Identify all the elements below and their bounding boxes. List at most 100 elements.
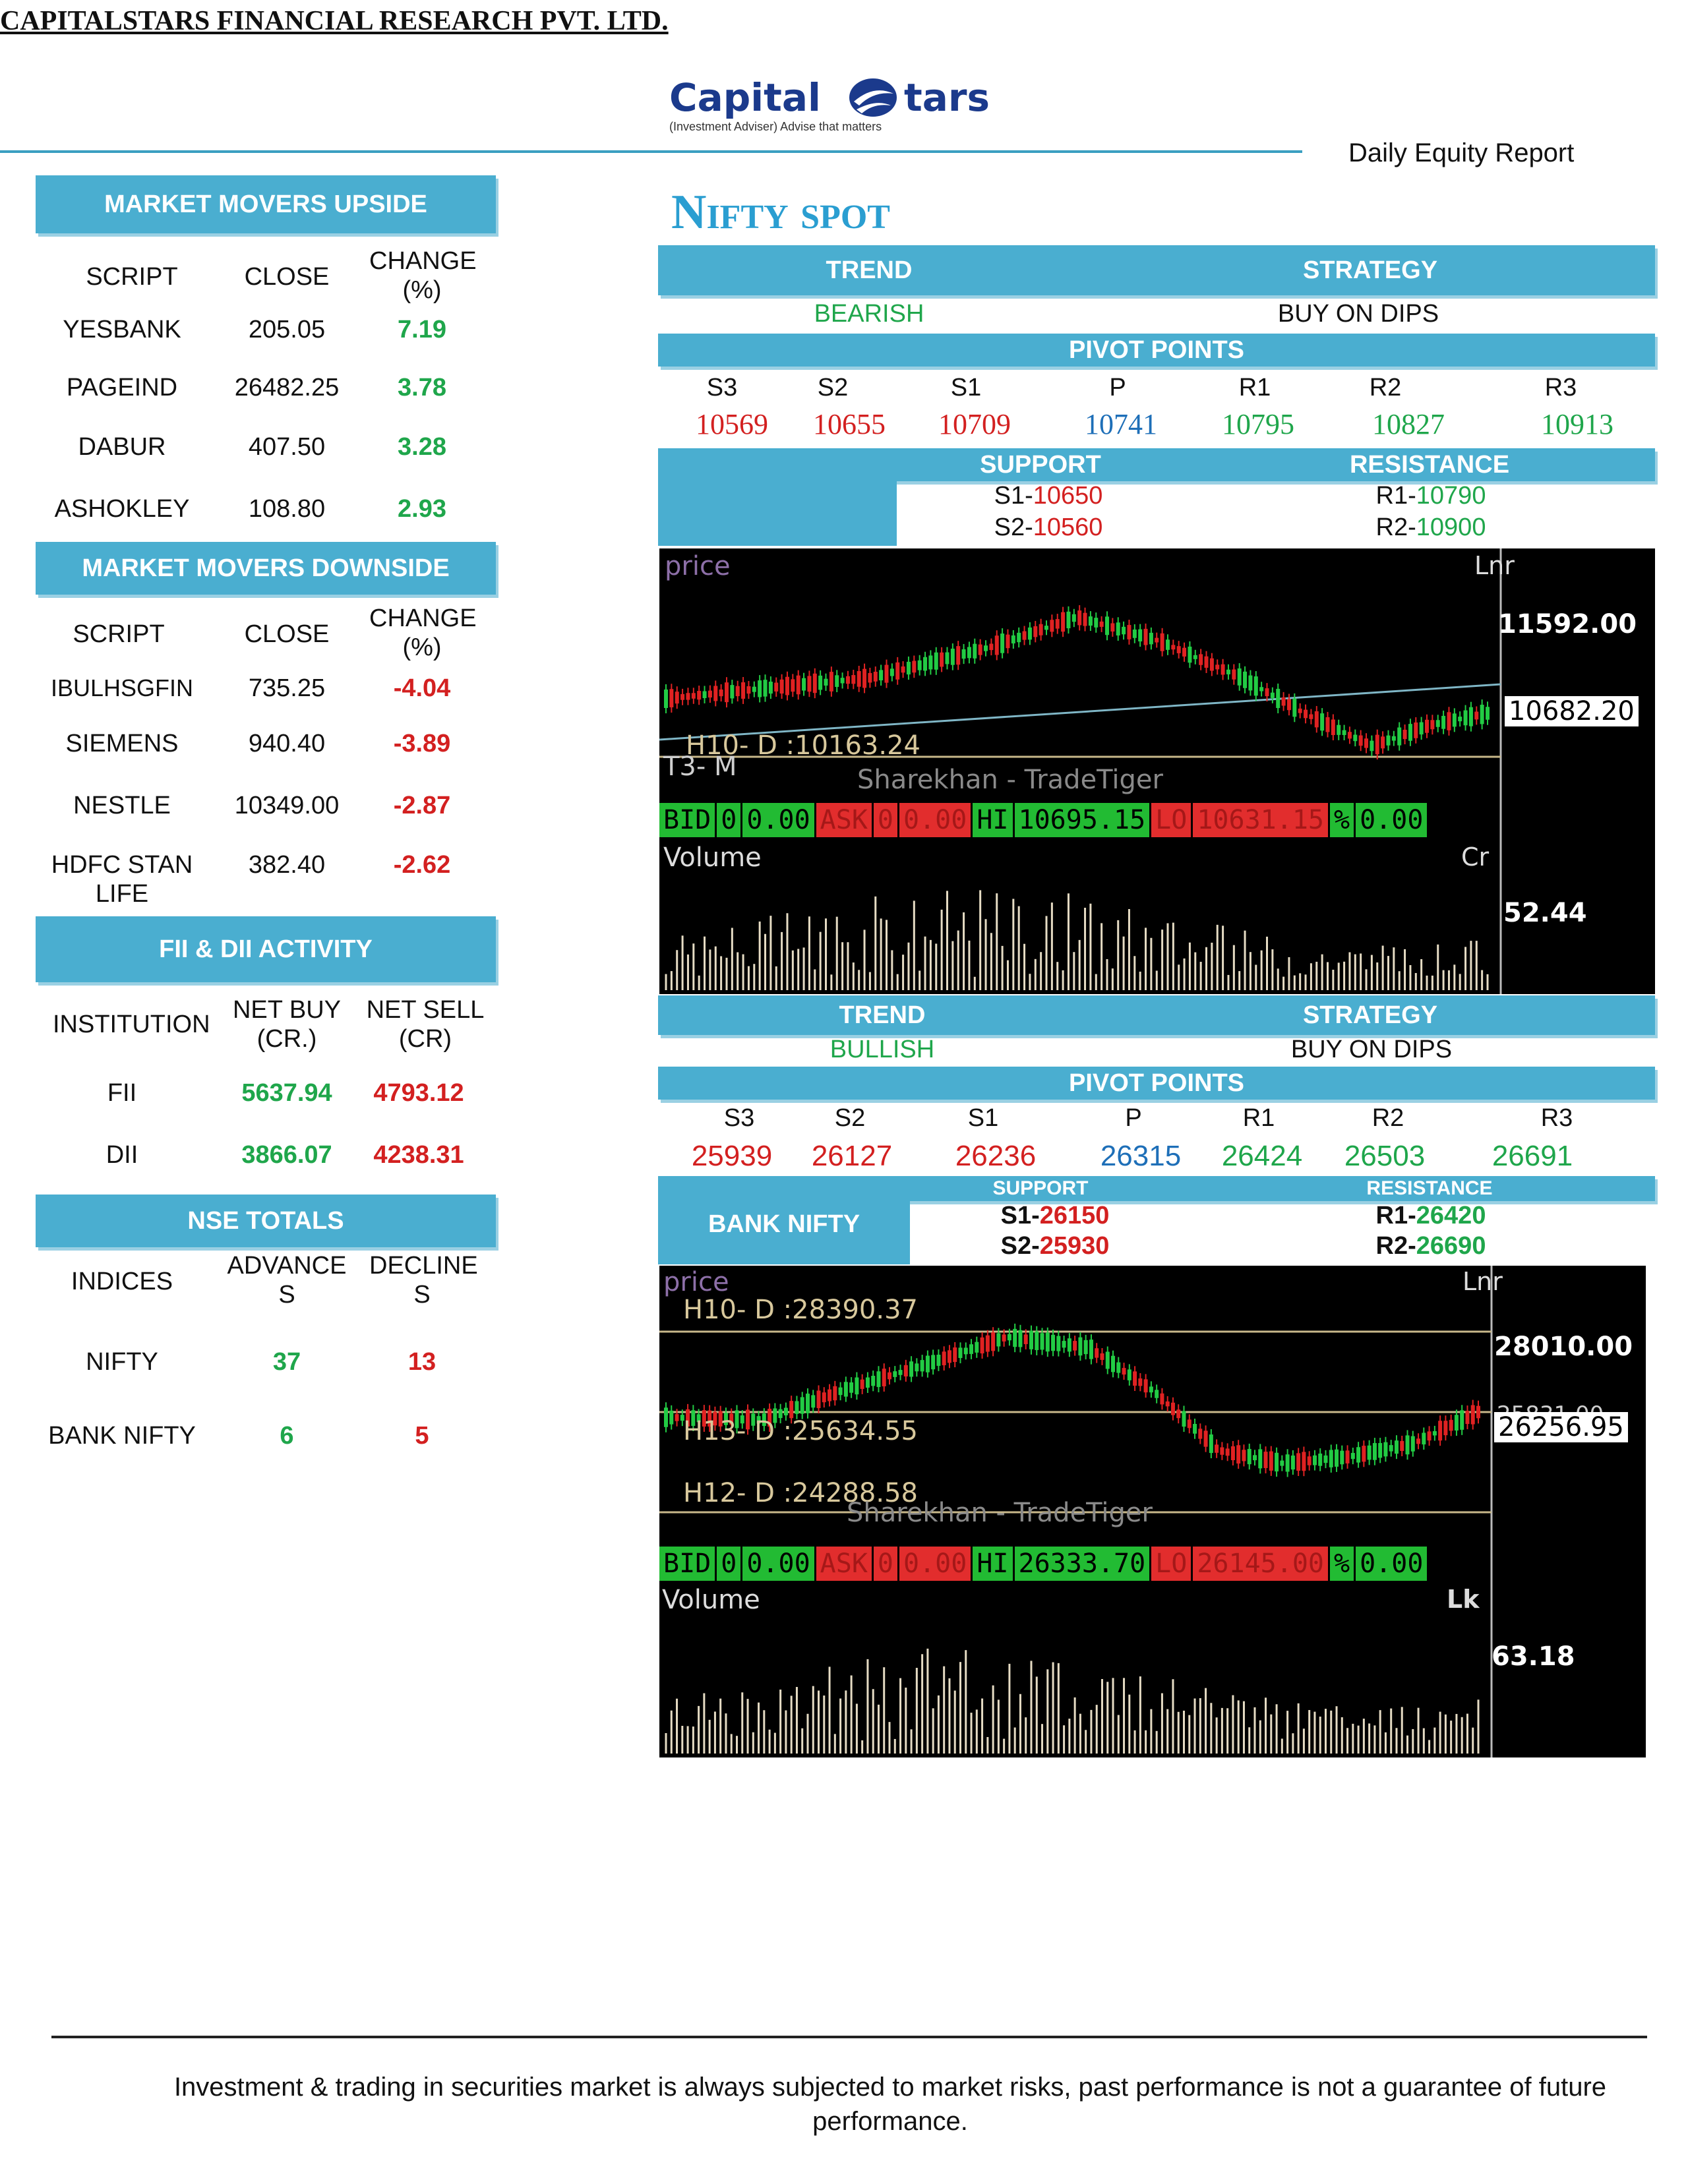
candle-body bbox=[1460, 1410, 1464, 1430]
candle-body bbox=[909, 1361, 914, 1377]
candle-body bbox=[1463, 710, 1468, 726]
candle-body bbox=[889, 668, 894, 676]
bank-strategy-value: BUY ON DIPS bbox=[1290, 1036, 1453, 1063]
candle-body bbox=[1480, 705, 1484, 724]
bank-pivot-value: 26236 bbox=[955, 1140, 1037, 1172]
candle-body bbox=[1248, 675, 1253, 691]
candle-body bbox=[1221, 664, 1225, 675]
downside-header-script: SCRIPT bbox=[73, 620, 165, 648]
nifty-t3-label: T3- M bbox=[663, 752, 737, 782]
candle-body bbox=[928, 655, 933, 670]
downside-script: HDFC STAN LIFE bbox=[51, 851, 193, 908]
candle-body bbox=[1188, 646, 1192, 663]
nse-header-advances: ADVANCE S bbox=[227, 1252, 347, 1309]
footer-rule bbox=[51, 2036, 1647, 2038]
bank-h10-label: H10- D :28390.37 bbox=[683, 1295, 918, 1325]
candle-body bbox=[696, 1414, 701, 1423]
candle-body bbox=[791, 679, 795, 692]
candle-body bbox=[822, 1392, 826, 1403]
candle-body bbox=[1187, 1419, 1191, 1429]
candle-body bbox=[1237, 668, 1242, 686]
candle-body bbox=[1389, 1445, 1393, 1452]
bank-s2: S2-25930 bbox=[1000, 1232, 1110, 1260]
candle-body bbox=[1247, 1448, 1251, 1465]
nifty-pivot-header: S2 bbox=[817, 374, 849, 401]
candle-body bbox=[1116, 1362, 1121, 1373]
candle-body bbox=[708, 1410, 712, 1427]
nifty-r2: R2-10900 bbox=[1375, 514, 1486, 541]
candle-body bbox=[758, 680, 762, 697]
bank-pivot-header: S2 bbox=[834, 1104, 866, 1132]
candle-body bbox=[1378, 1443, 1383, 1458]
candle-body bbox=[1375, 734, 1379, 755]
nifty-s1: S1-10650 bbox=[994, 482, 1103, 510]
nse-index: NIFTY bbox=[86, 1348, 158, 1376]
candle-body bbox=[855, 1377, 859, 1395]
dii-net-sell: 4238.31 bbox=[373, 1141, 464, 1169]
nifty-quote-bar: BID 0 0.00 ASK 0 0.00 HI 10695.15 LO 10631.15 … bbox=[659, 803, 1430, 837]
downside-title: MARKET MOVERS DOWNSIDE bbox=[36, 542, 496, 595]
bank-volume-label: Volume bbox=[662, 1585, 760, 1615]
candle-body bbox=[1067, 1338, 1071, 1352]
nse-advances: 6 bbox=[280, 1422, 294, 1450]
downside-close: 940.40 bbox=[248, 730, 326, 757]
candle-body bbox=[686, 1409, 690, 1427]
candle-body bbox=[1062, 1341, 1066, 1348]
candle-body bbox=[994, 635, 999, 655]
bank-pivot-value: 26503 bbox=[1344, 1140, 1426, 1172]
downside-close: 735.25 bbox=[248, 674, 326, 702]
candle-body bbox=[1236, 1445, 1241, 1464]
candle-body bbox=[713, 1411, 717, 1426]
candle-body bbox=[1474, 711, 1479, 720]
candle-body bbox=[1383, 1442, 1388, 1457]
fii-dii-title: FII & DII ACTIVITY bbox=[36, 916, 496, 982]
candle-body bbox=[686, 693, 690, 700]
candle-body bbox=[1370, 740, 1374, 752]
upside-script: PAGEIND bbox=[66, 374, 178, 401]
candle-body bbox=[1270, 692, 1275, 698]
candle-body bbox=[1000, 634, 1005, 653]
nifty-pivot-header: P bbox=[1109, 374, 1126, 401]
candle-body bbox=[1083, 1340, 1088, 1355]
nifty-pivot-header: R2 bbox=[1369, 374, 1402, 401]
nifty-pivot-header: R1 bbox=[1238, 374, 1271, 401]
nifty-strategy-value: BUY ON DIPS bbox=[1277, 300, 1439, 328]
candle-body bbox=[1410, 1436, 1415, 1452]
candle-body bbox=[702, 1410, 706, 1427]
candle-body bbox=[1122, 626, 1126, 635]
candle-body bbox=[1127, 1369, 1131, 1380]
candle-body bbox=[675, 1414, 679, 1421]
candle-body bbox=[888, 1372, 892, 1380]
nifty-watermark: Sharekhan - TradeTiger bbox=[857, 765, 1163, 795]
candle-body bbox=[719, 689, 723, 697]
candle-body bbox=[802, 678, 806, 691]
disclaimer: Investment & trading in securities marke… bbox=[173, 2073, 1607, 2136]
candle-body bbox=[925, 1355, 930, 1372]
candle-body bbox=[1033, 626, 1038, 637]
upside-header-script: SCRIPT bbox=[86, 263, 178, 291]
candle-body bbox=[1281, 697, 1286, 706]
candle-body bbox=[1215, 664, 1220, 670]
candle-body bbox=[1018, 1330, 1023, 1347]
candle-body bbox=[1447, 712, 1451, 730]
candle-body bbox=[1176, 646, 1181, 653]
downside-close: 382.40 bbox=[248, 851, 326, 879]
candle-body bbox=[1002, 1334, 1006, 1342]
nifty-trend-label: TREND bbox=[826, 256, 913, 284]
dii-net-buy: 3866.07 bbox=[241, 1141, 332, 1169]
candle-body bbox=[1089, 1340, 1093, 1359]
candle-body bbox=[762, 1413, 766, 1427]
bank-s1: S1-26150 bbox=[1000, 1202, 1110, 1229]
candle-body bbox=[785, 676, 789, 695]
nifty-sr-band: SUPPORT RESISTANCE bbox=[658, 448, 1655, 481]
candle-body bbox=[947, 1350, 951, 1363]
candle-body bbox=[1325, 717, 1330, 732]
candle-body bbox=[1454, 1415, 1459, 1431]
candle-body bbox=[730, 685, 735, 699]
candle-body bbox=[1347, 732, 1352, 739]
fii-institution: FII bbox=[107, 1079, 137, 1107]
bank-pivot-value: 26691 bbox=[1492, 1140, 1573, 1172]
candle-body bbox=[1258, 1449, 1263, 1469]
downside-change: -2.87 bbox=[393, 792, 451, 819]
candle-body bbox=[1071, 614, 1076, 622]
